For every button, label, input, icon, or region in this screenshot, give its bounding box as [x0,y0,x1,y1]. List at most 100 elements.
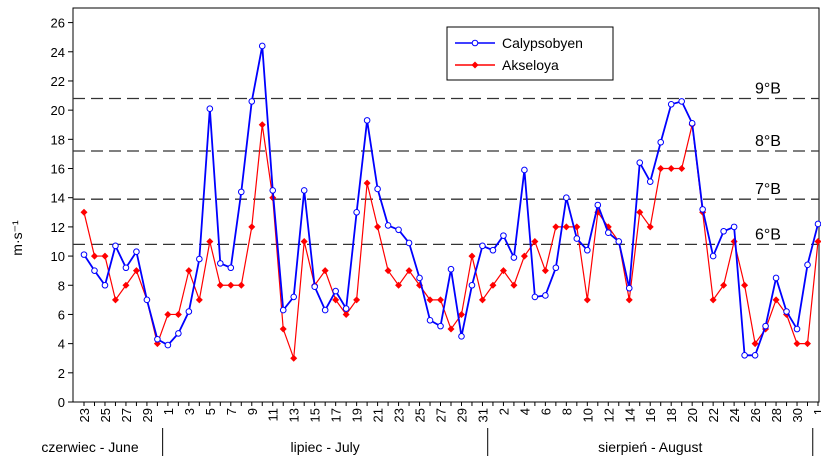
x-tick-label: 28 [769,408,784,422]
x-tick-label: 25 [98,408,113,422]
point [510,281,518,289]
point [499,267,507,275]
point [206,105,214,112]
x-tick-label: 30 [790,408,805,422]
point [195,296,203,304]
y-tick-label: 18 [51,132,65,147]
point [709,252,717,260]
point [804,340,812,348]
point [290,354,298,362]
point [814,220,821,228]
point [478,296,486,304]
y-tick-label: 14 [51,191,65,206]
point [206,237,214,245]
point [258,121,266,129]
point [237,281,245,289]
point [342,310,350,318]
point [531,237,539,245]
point [101,252,109,260]
point [426,316,434,324]
x-tick-label: 16 [643,408,658,422]
point [500,232,507,239]
point [217,260,224,267]
point [520,252,528,260]
point [321,306,329,314]
point [562,223,570,231]
x-tick-label: 11 [266,408,281,422]
point [175,330,182,337]
x-tick-label: 23 [77,408,92,422]
point [374,223,382,231]
point [279,306,287,314]
point [604,229,612,237]
point [657,138,665,146]
point [552,223,560,231]
point [730,223,738,231]
point [132,267,140,275]
x-tick-label: 14 [622,408,637,422]
x-tick-label: 31 [475,408,490,422]
x-tick-label: 8 [559,408,574,415]
point [457,310,465,318]
legend: Calypsobyen Akseloya [446,26,614,81]
point [751,352,759,359]
point [583,296,591,304]
x-tick-label: 15 [308,408,323,422]
x-tick-label: 5 [203,408,218,415]
point [814,237,821,245]
point [720,227,727,235]
point [290,293,298,301]
point [646,223,654,231]
point [489,246,497,254]
point [542,292,549,299]
y-axis-label: m·s⁻¹ [9,220,25,256]
point [332,287,339,295]
x-tick-label: 29 [454,408,469,422]
point [741,352,748,359]
point [447,325,455,333]
y-tick-label: 26 [51,16,65,31]
point [363,179,371,187]
x-tick-label: 22 [706,408,721,422]
x-tick-label: 27 [119,408,134,422]
plot-frame [72,7,820,403]
x-tick-label: 27 [434,408,449,422]
point [258,42,266,50]
x-tick-label: 13 [287,408,302,422]
group-label: sierpień - August [598,439,702,455]
point [468,252,476,260]
point [720,281,728,289]
x-tick-label: 17 [329,408,344,422]
x-tick-label: 3 [182,408,197,415]
point [426,296,434,304]
x-tick-label: 9 [245,408,260,415]
point [143,296,151,304]
x-tick-label: 4 [517,408,532,415]
point [196,255,203,263]
y-tick-label: 22 [51,74,65,89]
series-line [83,45,819,357]
point [185,308,193,315]
reference-label: 7°B [755,181,781,198]
group-label: lipiec - July [291,439,360,455]
point [437,322,444,330]
point [447,265,455,273]
point [353,208,360,216]
point [185,267,193,275]
point [667,165,675,173]
legend-marker [471,39,479,47]
point [279,325,287,333]
y-tick-label: 20 [51,103,65,118]
point [164,341,172,349]
x-tick-label: 23 [392,408,407,422]
x-tick-label: 7 [224,408,239,415]
point [311,283,318,291]
point [584,246,591,254]
point [636,208,644,216]
point [479,242,486,250]
reference-label: 8°B [755,133,781,150]
point [269,187,277,194]
point [248,98,256,105]
y-tick-label: 12 [51,220,65,235]
x-tick-label: 1 [161,408,176,415]
